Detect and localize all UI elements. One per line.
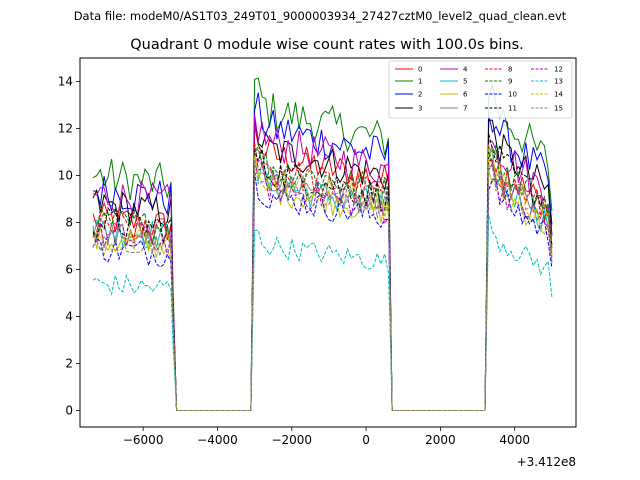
axes-spines: [79, 57, 577, 428]
series-line-14: [92, 144, 553, 411]
y-tick-label: 2: [65, 357, 73, 371]
y-tick-label: 0: [65, 404, 73, 418]
x-tick-label: 0: [362, 433, 370, 447]
y-tick-label: 8: [65, 216, 73, 230]
legend-label-12: 12: [554, 66, 563, 74]
plot-area: [79, 57, 577, 428]
legend-label-8: 8: [508, 66, 512, 74]
series-line-15: [92, 159, 553, 411]
x-axis: −6000 −4000 −2000 0 2000 4000: [123, 427, 530, 447]
y-tick-label: 14: [58, 75, 73, 89]
chart-title: Quadrant 0 module wise count rates with …: [130, 37, 524, 53]
legend-frame: [388, 60, 573, 119]
legend-label-11: 11: [508, 105, 517, 113]
x-offset-label: +3.412e8: [517, 455, 576, 469]
legend-label-3: 3: [418, 105, 422, 113]
legend-label-10: 10: [508, 91, 517, 99]
x-tick-label: −4000: [197, 433, 238, 447]
y-tick-label: 6: [65, 263, 73, 277]
series-line-11: [92, 133, 553, 411]
legend-label-15: 15: [554, 105, 563, 113]
x-tick-label: −6000: [123, 433, 164, 447]
legend-label-9: 9: [508, 78, 512, 86]
legend-label-1: 1: [418, 78, 422, 86]
x-tick-label: −2000: [271, 433, 312, 447]
legend-label-4: 4: [463, 66, 468, 74]
legend-label-14: 14: [554, 91, 563, 99]
y-axis: 0 2 4 6 8 10 12 14: [58, 75, 80, 418]
data-file-label: Data file: modeM0/AS1T03_249T01_90000039…: [74, 9, 567, 23]
y-tick-label: 10: [58, 169, 73, 183]
legend-label-2: 2: [418, 91, 422, 99]
series-line-9: [92, 142, 553, 411]
legend-label-7: 7: [463, 105, 467, 113]
legend-label-0: 0: [418, 66, 422, 74]
legend-label-5: 5: [463, 78, 467, 86]
x-tick-label: 2000: [425, 433, 456, 447]
x-tick-label: 4000: [499, 433, 530, 447]
legend-label-13: 13: [554, 78, 563, 86]
y-tick-label: 4: [65, 310, 73, 324]
y-tick-label: 12: [58, 122, 73, 136]
series-layer: [92, 77, 553, 411]
legend-label-6: 6: [463, 91, 468, 99]
